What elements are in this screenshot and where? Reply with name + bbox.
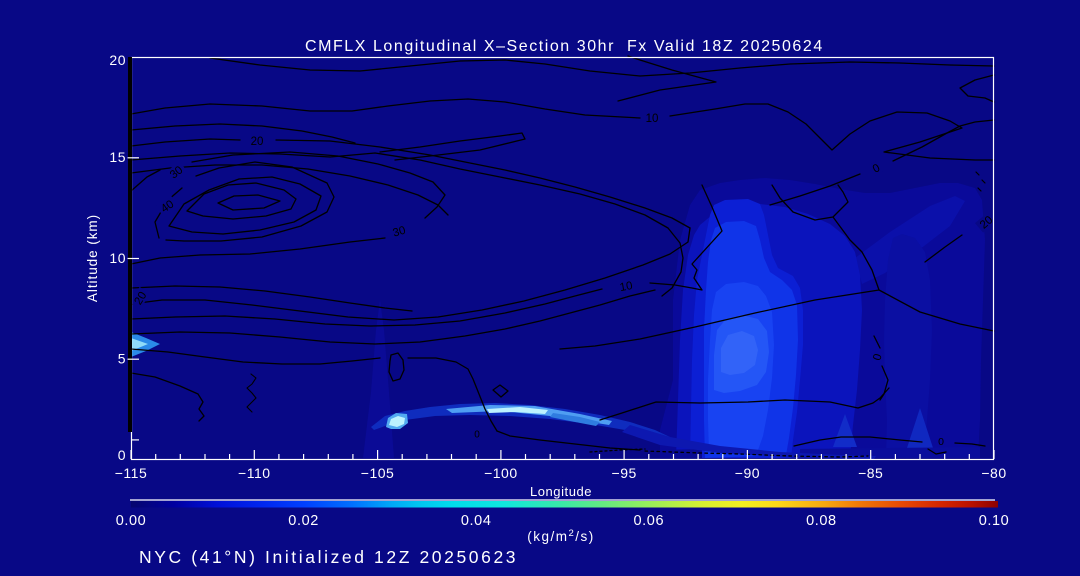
svg-text:−105: −105 bbox=[361, 465, 395, 481]
svg-text:0.04: 0.04 bbox=[461, 513, 492, 529]
svg-text:0: 0 bbox=[871, 353, 884, 362]
svg-text:0: 0 bbox=[871, 162, 882, 176]
svg-text:10: 10 bbox=[109, 250, 126, 266]
svg-text:NYC (41°N) Initialized 12Z 202: NYC (41°N) Initialized 12Z 20250623 bbox=[139, 547, 518, 567]
svg-text:0: 0 bbox=[118, 447, 126, 463]
svg-text:−100: −100 bbox=[484, 465, 518, 481]
svg-text:−90: −90 bbox=[735, 465, 760, 481]
svg-text:30: 30 bbox=[391, 225, 407, 240]
svg-text:0.08: 0.08 bbox=[806, 513, 837, 529]
svg-text:Longitude: Longitude bbox=[530, 484, 592, 499]
svg-text:CMFLX Longitudinal X–Section 3: CMFLX Longitudinal X–Section 30hr Fx Val… bbox=[305, 38, 824, 55]
svg-text:10: 10 bbox=[619, 280, 634, 294]
svg-text:0.00: 0.00 bbox=[116, 513, 147, 529]
svg-text:−85: −85 bbox=[858, 465, 883, 481]
svg-text:0.10: 0.10 bbox=[979, 513, 1010, 529]
svg-text:−80: −80 bbox=[981, 465, 1006, 481]
svg-text:−110: −110 bbox=[238, 465, 271, 481]
svg-text:Altitude (km): Altitude (km) bbox=[85, 214, 100, 302]
svg-text:0: 0 bbox=[938, 436, 944, 448]
svg-text:10: 10 bbox=[646, 113, 659, 125]
svg-text:15: 15 bbox=[109, 149, 126, 165]
svg-text:20: 20 bbox=[132, 290, 149, 307]
svg-text:−115: −115 bbox=[115, 465, 148, 481]
svg-text:20: 20 bbox=[251, 136, 264, 148]
svg-text:5: 5 bbox=[118, 351, 126, 367]
svg-text:0.02: 0.02 bbox=[288, 513, 319, 529]
svg-text:40: 40 bbox=[159, 198, 176, 215]
svg-text:0: 0 bbox=[474, 430, 480, 441]
svg-text:(kg/m2/s): (kg/m2/s) bbox=[527, 528, 595, 544]
svg-text:0.06: 0.06 bbox=[633, 513, 664, 529]
svg-text:20: 20 bbox=[109, 52, 126, 68]
svg-text:−95: −95 bbox=[612, 465, 637, 481]
